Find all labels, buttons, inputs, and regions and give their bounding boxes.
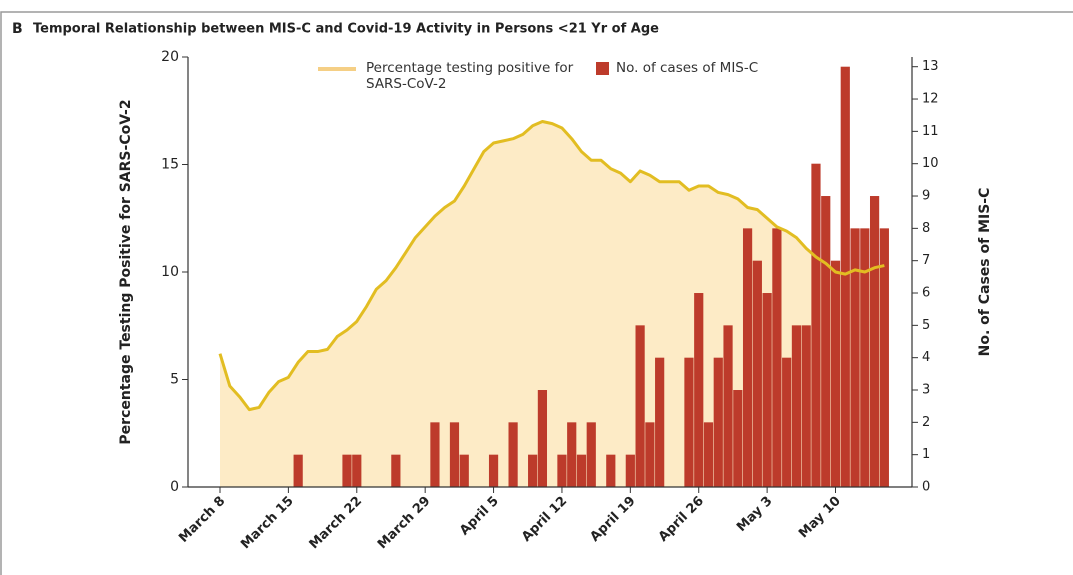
bar [430,422,440,487]
y2-tick-label: 8 [922,221,930,236]
bar [342,454,352,487]
x-tick-label: March 29 [375,494,433,552]
bar [528,454,538,487]
bar [625,454,635,487]
bar [782,357,792,487]
frame [0,11,1073,575]
y-tick-label: 5 [170,372,179,388]
x-tick-label: April 5 [457,494,502,539]
y2-tick-label: 1 [922,447,930,462]
bar [752,260,762,487]
y2-tick-label: 4 [922,350,930,365]
bar [352,454,362,487]
y-tick-label: 20 [161,49,179,65]
y2-tick-label: 10 [922,156,939,171]
legend-label: Percentage testing positive for SARS-CoV… [366,60,574,92]
x-tick-label: March 22 [307,494,365,552]
y2-tick-label: 9 [922,189,930,204]
bar [772,228,782,487]
bar [606,454,616,487]
x-tick-label: April 12 [519,494,570,545]
bar [713,357,723,487]
bar [860,228,870,487]
y2-tick-label: 5 [922,318,930,333]
bar [733,390,743,487]
y2-tick-label: 11 [922,124,939,139]
bar [635,325,645,487]
y2-tick-label: 13 [922,59,939,74]
bar [645,422,655,487]
legend-label: No. of cases of MIS-C [616,60,759,76]
bar [850,228,860,487]
y-tick-label: 0 [170,479,179,495]
x-tick-label: March 8 [176,494,228,546]
x-tick-label: April 26 [656,494,707,545]
line [218,120,885,412]
y-axis-label: Percentage Testing Positive for SARS-CoV… [118,99,134,444]
y-tick-label: 15 [161,157,179,173]
y2-tick-label: 3 [922,383,930,398]
y2-tick-label: 6 [922,286,930,301]
bar [684,357,694,487]
y-tick-label: 10 [161,264,179,280]
bar [576,454,587,487]
bar [557,454,567,487]
bar [742,228,753,487]
bar [508,422,518,487]
bar [821,196,831,487]
bar [537,390,548,487]
bar [879,228,889,487]
bar [293,454,303,487]
y2-tick-label: 12 [922,92,939,107]
y2-tick-label: 2 [922,415,930,430]
x-tick-label: May 3 [734,494,775,535]
bar [703,422,714,487]
bar [762,293,772,487]
bar [459,454,469,487]
bar [869,196,880,487]
x-tick-label: May 10 [796,494,844,542]
y2-tick-label: 7 [922,253,930,268]
bar [488,454,499,487]
x-tick-label: March 15 [238,494,296,552]
bar [801,325,811,487]
bar [723,325,733,487]
x-tick-label: April 19 [588,494,639,545]
panel-label: B [12,21,23,37]
bar [567,422,577,487]
bar [586,422,596,487]
legend-swatch [596,62,609,75]
bar [840,66,850,487]
bar [391,454,401,487]
bar [791,325,802,487]
bar [655,357,665,487]
chart-title: Temporal Relationship between MIS-C and … [33,22,659,37]
y2-axis-label: No. of Cases of MIS-C [977,188,993,357]
bar [830,260,841,487]
bar [694,293,704,487]
bar [811,163,821,488]
bar [449,422,460,487]
y2-tick-label: 0 [922,480,930,495]
